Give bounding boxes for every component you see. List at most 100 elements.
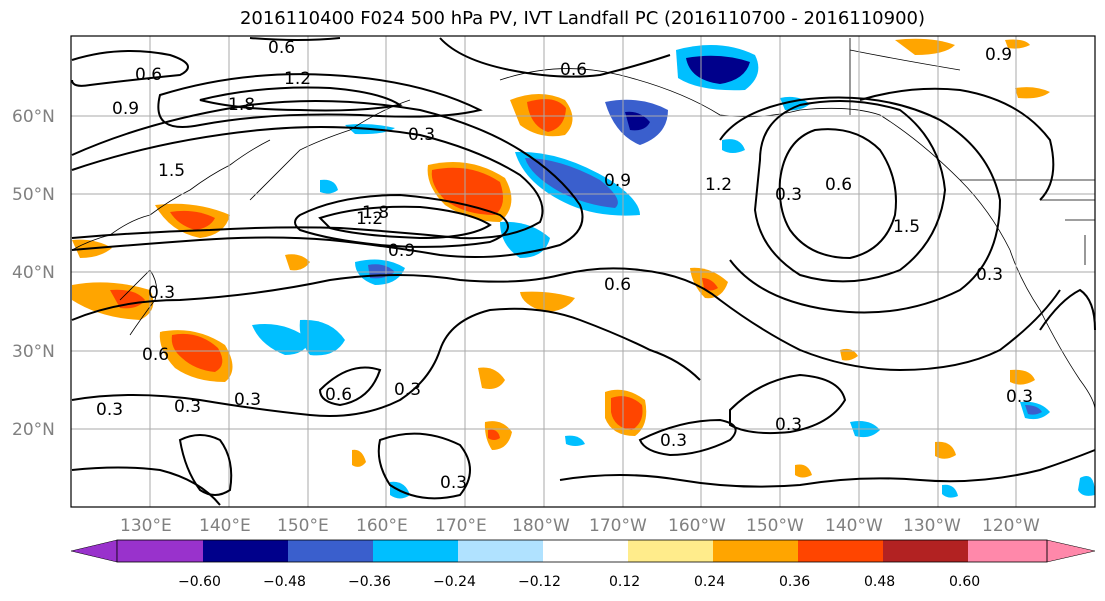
gridlines	[71, 36, 1095, 507]
colorbar-tick-label: 0.36	[779, 574, 810, 590]
pv-contour	[719, 96, 1002, 314]
red-blob	[170, 210, 215, 230]
lon-label: 140°E	[199, 516, 251, 536]
pv-contour	[199, 86, 403, 112]
pv-contour	[439, 37, 671, 78]
lon-label: 120°W	[982, 516, 1040, 536]
contour-label: 0.3	[96, 400, 123, 420]
orange-blob	[795, 464, 812, 478]
contour-label: 1.2	[284, 69, 311, 89]
red-blob	[611, 396, 643, 430]
contour-label: 0.6	[135, 65, 162, 85]
colorbar-segment	[458, 540, 543, 562]
colorbar-tick-label: 0.12	[609, 574, 640, 590]
coastline-alaska	[499, 68, 1011, 251]
pv-contour	[753, 100, 947, 283]
colorbar-segment	[883, 540, 968, 562]
contour-label: 0.3	[394, 380, 421, 400]
contour-label: 1.5	[158, 161, 185, 181]
anomaly-shading	[72, 38, 1095, 499]
pv-contour	[71, 125, 544, 240]
pv-contour	[71, 50, 189, 87]
coastline-kamchatka	[249, 99, 411, 201]
blue-blob	[252, 324, 310, 355]
pv-contour	[638, 418, 737, 457]
colorbar-frame	[116, 539, 1048, 563]
contour-label: 0.3	[775, 415, 802, 435]
longitude-labels: 130°E 140°E 150°E 160°E 170°E 180°W 170°…	[120, 516, 1040, 536]
contour-label: 0.6	[268, 38, 295, 58]
coastline-canada	[849, 38, 1095, 265]
map-title: 2016110400 F024 500 hPa PV, IVT Landfall…	[239, 8, 926, 29]
colorbar-tick-label: −0.48	[263, 574, 306, 590]
contour-label: 0.6	[325, 385, 352, 405]
contour-label: 0.6	[142, 345, 169, 365]
lat-label: 50°N	[12, 185, 55, 205]
blue-blob	[565, 435, 585, 446]
colorbar-low-extend	[70, 539, 118, 563]
lon-label: 130°W	[903, 516, 961, 536]
red-blob	[171, 333, 223, 372]
pv-contour	[778, 128, 897, 260]
orange-blob	[1010, 369, 1035, 385]
lat-label: 40°N	[12, 263, 55, 283]
lon-label: 160°E	[356, 516, 408, 536]
coastline-north-america-west	[1009, 249, 1096, 411]
contour-label: 0.3	[148, 283, 175, 303]
pv-contour	[559, 449, 1096, 488]
coastline-east-asia	[71, 139, 271, 251]
colorbar-tick-label: −0.24	[433, 574, 476, 590]
blue-blob	[500, 221, 550, 258]
contour-label: 0.6	[825, 175, 852, 195]
blue-blob	[722, 139, 745, 153]
contour-label: 0.3	[440, 473, 467, 493]
contour-label: 0.3	[1006, 387, 1033, 407]
pv-contour	[71, 307, 701, 417]
lon-label: 130°E	[120, 516, 172, 536]
colorbar-segment	[543, 540, 628, 562]
lon-label: 170°E	[435, 516, 487, 536]
pv-contour	[729, 373, 847, 435]
contour-label: 0.3	[775, 185, 802, 205]
colorbar-high-extend	[1046, 539, 1096, 563]
orange-blob	[352, 449, 366, 467]
lat-label: 60°N	[12, 107, 55, 127]
colorbar-tick-label: 0.48	[864, 574, 895, 590]
colorbar-segment	[968, 540, 1047, 562]
contour-label: 0.6	[604, 275, 631, 295]
blue-blob	[1078, 476, 1095, 496]
orange-blob	[895, 38, 955, 55]
colorbar-segment	[628, 540, 713, 562]
pv-contour	[294, 193, 509, 248]
contour-label: 0.9	[985, 45, 1012, 65]
orange-blob	[935, 441, 956, 459]
navy-blob	[686, 55, 750, 84]
coastlines	[71, 38, 1096, 411]
orange-blob	[285, 254, 310, 271]
pv-contour	[71, 267, 1061, 372]
pv-contour	[71, 466, 221, 506]
colorbar-tick-label: −0.12	[518, 574, 561, 590]
pv-contour	[377, 432, 471, 500]
contour-label: 1.8	[362, 203, 389, 223]
map-frame	[70, 35, 1096, 508]
pv-contour	[71, 100, 584, 258]
colorbar-tick-label: 0.24	[694, 574, 725, 590]
red-blob	[702, 278, 718, 291]
pv-contours	[71, 37, 1096, 506]
lon-label: 140°W	[825, 516, 883, 536]
pv-contour	[1039, 288, 1096, 331]
contour-labels: 0.6 1.2 1.8 0.9 1.5 0.3 0.6 0.3 1.2 0.9 …	[96, 38, 1033, 493]
contour-label: 0.3	[660, 431, 687, 451]
colorbar-segment	[798, 540, 883, 562]
orange-blob	[1005, 39, 1030, 49]
orange-blob	[520, 291, 575, 312]
blue-blob	[299, 319, 345, 356]
lon-label: 150°E	[277, 516, 329, 536]
pv-contour	[249, 37, 341, 41]
colorbar-segment	[203, 540, 288, 562]
lon-label: 180°W	[512, 516, 570, 536]
contour-label: 0.3	[234, 390, 261, 410]
colorbar: −0.60 −0.48 −0.36 −0.24 −0.12 0.12 0.24 …	[70, 539, 1096, 590]
